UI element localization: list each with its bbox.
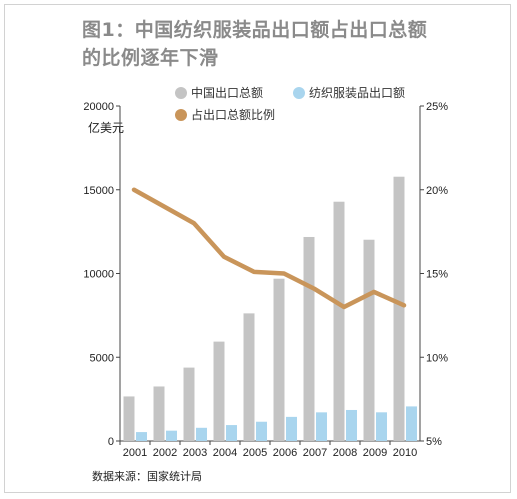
x-axis-tick-label: 2008 (333, 447, 357, 459)
right-axis-tick-label: 20% (426, 185, 448, 197)
right-axis-tick-label: 25% (426, 101, 448, 113)
legend-swatch-total-exports (175, 87, 187, 99)
x-axis-tick-label: 2004 (213, 447, 237, 459)
legend-swatch-textile-exports (293, 87, 305, 99)
bar-textile-exports (286, 416, 297, 441)
bar-textile-exports (346, 409, 357, 441)
ratio-point (373, 291, 375, 293)
bar-textile-exports (136, 432, 147, 441)
ratio-point (253, 271, 255, 273)
left-axis-tick-label: 20000 (83, 101, 114, 113)
bar-total-exports (273, 278, 285, 441)
right-axis-tick-label: 15% (426, 269, 448, 281)
chart-title-line1: 图1：中国纺织服装品出口额占出口总额 (82, 19, 428, 41)
bar-total-exports (123, 396, 135, 441)
legend-label-total-exports: 中国出口总额 (191, 86, 264, 100)
x-axis-tick-label: 2001 (123, 447, 147, 459)
left-axis-tick-label: 0 (108, 436, 114, 448)
source-note: 数据来源：国家统计局 (92, 470, 202, 483)
bar-textile-exports (256, 421, 267, 441)
bar-total-exports (183, 367, 195, 441)
bar-textile-exports (226, 425, 237, 441)
chart-title-line2: 的比例逐年下滑 (82, 47, 219, 69)
ratio-point (403, 304, 405, 306)
legend-swatch-ratio (175, 109, 187, 121)
bar-textile-exports (166, 430, 177, 441)
left-axis-tick-label: 15000 (83, 185, 114, 197)
ratio-point (223, 256, 225, 258)
bar-total-exports (243, 313, 255, 441)
bar-textile-exports (316, 412, 327, 441)
left-axis-tick-label: 5000 (90, 352, 114, 364)
ratio-point (133, 189, 135, 191)
legend-item-ratio: 占出口总额比例 (175, 108, 275, 122)
bar-total-exports (303, 236, 315, 441)
legend-label-ratio: 占出口总额比例 (191, 108, 276, 122)
bar-total-exports (213, 341, 225, 441)
x-axis-tick-label: 2007 (303, 447, 327, 459)
bar-textile-exports (376, 412, 387, 441)
ratio-line (131, 187, 407, 310)
x-axis-tick-label: 2005 (243, 447, 267, 459)
x-axis-tick-label: 2010 (393, 447, 417, 459)
legend-item-total-exports: 中国出口总额 (175, 86, 263, 100)
bar-textile-exports (196, 427, 207, 441)
ratio-point (163, 206, 165, 207)
ratio-point (283, 273, 285, 274)
bar-total-exports (363, 239, 375, 441)
bar-textile-exports (406, 406, 417, 441)
x-axis-tick-label: 2009 (363, 447, 387, 459)
bar-total-exports (393, 176, 405, 441)
right-axis-tick-label: 10% (426, 352, 448, 364)
chart-frame (4, 4, 511, 493)
x-axis-tick-label: 2006 (273, 447, 297, 459)
ratio-point (193, 222, 195, 224)
ratio-point (313, 288, 315, 290)
legend-item-textile-exports: 纺织服装品出口额 (293, 86, 405, 100)
ratio-point (343, 306, 345, 308)
right-axis-tick-label: 5% (426, 436, 442, 448)
bar-total-exports (333, 201, 345, 441)
bar-total-exports (153, 386, 165, 441)
left-axis-unit-label: 亿美元 (88, 121, 125, 135)
chart-title: 图1：中国纺织服装品出口额占出口总额 的比例逐年下滑 (82, 16, 482, 72)
x-axis-tick-label: 2002 (153, 447, 177, 459)
x-axis-tick-label: 2003 (183, 447, 207, 459)
left-axis-tick-label: 10000 (83, 269, 114, 281)
legend-label-textile-exports: 纺织服装品出口额 (309, 86, 406, 100)
